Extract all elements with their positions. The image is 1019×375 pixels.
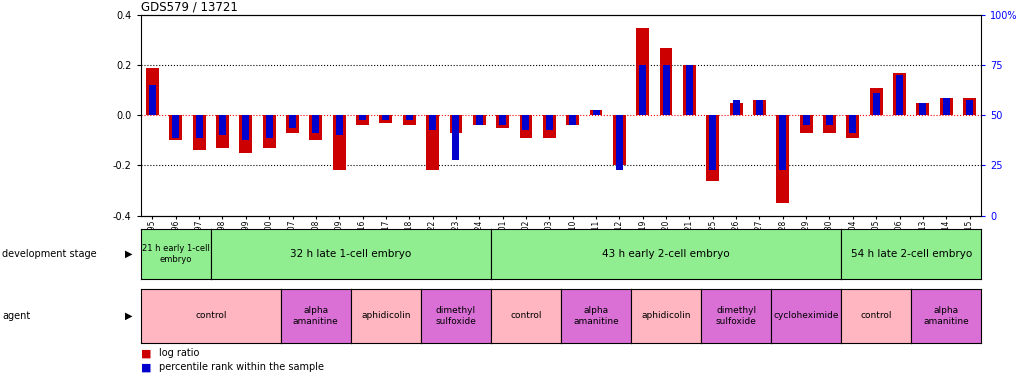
Bar [219, 116, 226, 135]
Bar [288, 116, 296, 128]
Text: log ratio: log ratio [159, 348, 200, 358]
Bar [498, 116, 505, 125]
Bar [522, 116, 529, 130]
Text: ▶: ▶ [124, 249, 132, 259]
Text: dimethyl
sulfoxide: dimethyl sulfoxide [435, 306, 476, 326]
Bar [615, 116, 623, 171]
Text: dimethyl
sulfoxide: dimethyl sulfoxide [715, 306, 756, 326]
Bar [172, 116, 179, 138]
Bar [449, 116, 462, 133]
Bar [379, 116, 392, 123]
Bar [149, 85, 156, 116]
Bar [612, 116, 626, 165]
Bar [263, 116, 275, 148]
Text: control: control [510, 311, 541, 320]
Bar [799, 116, 812, 133]
Bar [309, 116, 322, 140]
Text: ▶: ▶ [124, 311, 132, 321]
Bar [475, 116, 482, 125]
Text: aphidicolin: aphidicolin [361, 311, 411, 320]
Bar [452, 116, 459, 160]
Text: agent: agent [2, 311, 31, 321]
Bar [545, 116, 552, 130]
Text: ■: ■ [141, 363, 151, 372]
Text: 43 h early 2-cell embryo: 43 h early 2-cell embryo [601, 249, 730, 259]
Text: 54 h late 2-cell embryo: 54 h late 2-cell embryo [850, 249, 971, 259]
Bar [285, 116, 299, 133]
Text: development stage: development stage [2, 249, 97, 259]
Text: percentile rank within the sample: percentile rank within the sample [159, 363, 324, 372]
Bar [822, 116, 836, 133]
Bar [356, 116, 369, 125]
Bar [429, 116, 436, 130]
Bar [685, 65, 692, 116]
Bar [752, 100, 765, 116]
Bar [915, 103, 928, 116]
Bar [335, 116, 342, 135]
Bar [146, 68, 159, 116]
Bar [359, 116, 366, 120]
Bar [639, 65, 646, 116]
Bar [825, 116, 833, 125]
Text: alpha
amanitine: alpha amanitine [292, 306, 338, 326]
Bar [729, 103, 742, 116]
Bar [942, 98, 949, 116]
Bar [169, 116, 182, 140]
Bar [869, 88, 881, 116]
Text: GDS579 / 13721: GDS579 / 13721 [141, 0, 237, 13]
Bar [872, 93, 878, 116]
Bar [775, 116, 789, 203]
Bar [849, 116, 856, 133]
Bar [962, 98, 975, 116]
Bar [216, 116, 228, 148]
Bar [755, 100, 762, 116]
Bar [779, 116, 786, 171]
Bar [239, 116, 252, 153]
Bar [662, 65, 668, 116]
Bar [705, 116, 718, 180]
Bar [589, 110, 602, 116]
Text: aphidicolin: aphidicolin [641, 311, 690, 320]
Bar [426, 116, 438, 171]
Bar [636, 27, 648, 116]
Bar [406, 116, 413, 120]
Bar [592, 110, 599, 116]
Text: control: control [860, 311, 891, 320]
Text: 21 h early 1-cell
embryо: 21 h early 1-cell embryо [142, 244, 210, 264]
Bar [243, 116, 249, 140]
Bar [473, 116, 485, 125]
Bar [382, 116, 389, 120]
Text: ■: ■ [141, 348, 151, 358]
Bar [802, 116, 809, 125]
Bar [519, 116, 532, 138]
Bar [332, 116, 345, 171]
Text: alpha
amanitine: alpha amanitine [573, 306, 619, 326]
Bar [495, 116, 508, 128]
Text: control: control [195, 311, 226, 320]
Bar [732, 100, 739, 116]
Bar [566, 116, 579, 125]
Bar [659, 48, 672, 116]
Bar [708, 116, 715, 171]
Bar [938, 98, 952, 116]
Bar [403, 116, 416, 125]
Text: alpha
amanitine: alpha amanitine [922, 306, 968, 326]
Bar [895, 75, 902, 116]
Bar [893, 73, 905, 116]
Bar [542, 116, 555, 138]
Bar [683, 65, 695, 116]
Text: cycloheximide: cycloheximide [772, 311, 838, 320]
Bar [196, 116, 203, 138]
Bar [569, 116, 576, 125]
Bar [265, 116, 272, 138]
Bar [918, 103, 925, 116]
Bar [846, 116, 858, 138]
Bar [965, 100, 972, 116]
Bar [312, 116, 319, 133]
Bar [193, 116, 206, 150]
Text: 32 h late 1-cell embryo: 32 h late 1-cell embryo [290, 249, 411, 259]
